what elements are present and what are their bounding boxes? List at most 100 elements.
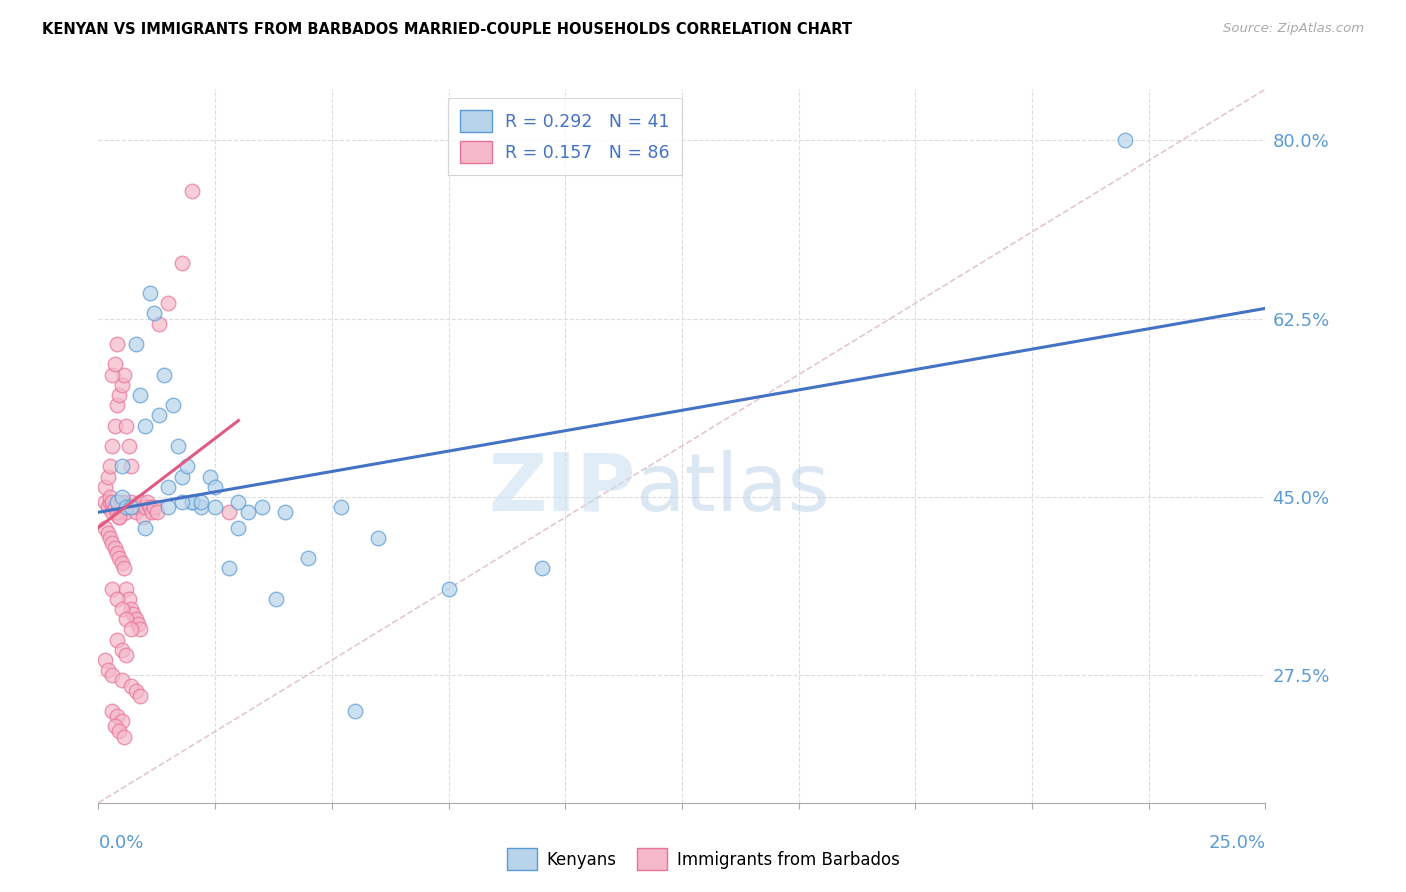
Point (127, 617, 149, 632)
Point (94, 520, 117, 534)
Point (111, 490, 134, 504)
Point (115, 418, 138, 433)
Point (105, 709, 128, 723)
Point (101, 439, 124, 453)
Point (120, 500, 142, 515)
Point (108, 388, 131, 402)
Point (104, 418, 127, 433)
Point (129, 623, 152, 637)
Point (204, 500, 226, 515)
Point (143, 500, 166, 515)
Point (94, 480, 117, 494)
Text: ZIP: ZIP (488, 450, 636, 528)
Point (437, 582, 460, 596)
Point (97, 663, 120, 677)
Point (98, 531, 121, 545)
Point (190, 500, 212, 515)
Point (105, 591, 128, 606)
Point (101, 668, 124, 682)
Point (120, 623, 142, 637)
Point (108, 510, 131, 524)
Point (125, 337, 148, 351)
Point (139, 500, 162, 515)
Point (112, 368, 135, 382)
Point (111, 556, 134, 570)
Point (125, 505, 148, 519)
Point (264, 591, 287, 606)
Point (367, 531, 389, 545)
Point (148, 409, 170, 423)
Point (180, 495, 202, 509)
Point (274, 505, 297, 519)
Point (111, 714, 134, 729)
Point (105, 505, 128, 519)
Point (122, 607, 145, 622)
Point (115, 648, 138, 662)
Point (105, 398, 128, 412)
Point (250, 500, 273, 515)
Point (101, 495, 124, 509)
Point (190, 495, 212, 509)
Point (120, 459, 142, 474)
Point (108, 724, 131, 739)
Point (101, 582, 124, 596)
Point (129, 689, 152, 703)
Point (111, 495, 134, 509)
Point (108, 510, 131, 524)
Point (172, 469, 194, 483)
Point (105, 495, 128, 509)
Point (172, 255, 194, 269)
Point (180, 184, 202, 198)
Point (152, 368, 174, 382)
Point (111, 459, 134, 474)
Point (105, 337, 128, 351)
Point (111, 643, 134, 657)
Point (108, 551, 131, 566)
Point (129, 495, 152, 509)
Point (101, 368, 124, 382)
Point (1114, 133, 1136, 147)
Point (120, 495, 142, 509)
Point (136, 495, 159, 509)
Point (104, 500, 127, 515)
Point (125, 683, 148, 698)
Point (105, 495, 128, 509)
Point (104, 541, 127, 555)
Point (122, 500, 145, 515)
Point (166, 439, 188, 453)
Point (530, 561, 553, 575)
Point (98, 490, 121, 504)
Point (344, 704, 367, 718)
Point (157, 480, 180, 494)
Point (139, 286, 162, 301)
Point (118, 439, 141, 453)
Point (118, 591, 141, 606)
Point (120, 679, 142, 693)
Point (97, 500, 120, 515)
Text: Source: ZipAtlas.com: Source: ZipAtlas.com (1223, 22, 1364, 36)
Point (162, 398, 184, 412)
Point (236, 505, 259, 519)
Point (157, 296, 180, 310)
Point (101, 704, 124, 718)
Point (157, 500, 180, 515)
Point (97, 525, 120, 540)
Point (200, 469, 222, 483)
Point (115, 612, 138, 626)
Point (111, 602, 134, 616)
Point (176, 459, 198, 474)
Legend: R = 0.292   N = 41, R = 0.157   N = 86: R = 0.292 N = 41, R = 0.157 N = 86 (449, 98, 682, 176)
Point (97, 469, 120, 483)
Point (111, 377, 134, 392)
Point (98, 495, 121, 509)
Point (132, 510, 155, 524)
Point (94, 495, 117, 509)
Text: 0.0%: 0.0% (98, 834, 143, 852)
Point (125, 612, 148, 626)
Point (112, 561, 135, 575)
Point (104, 719, 127, 733)
Text: 25.0%: 25.0% (1208, 834, 1265, 852)
Point (120, 602, 142, 616)
Point (115, 505, 138, 519)
Point (148, 317, 170, 331)
